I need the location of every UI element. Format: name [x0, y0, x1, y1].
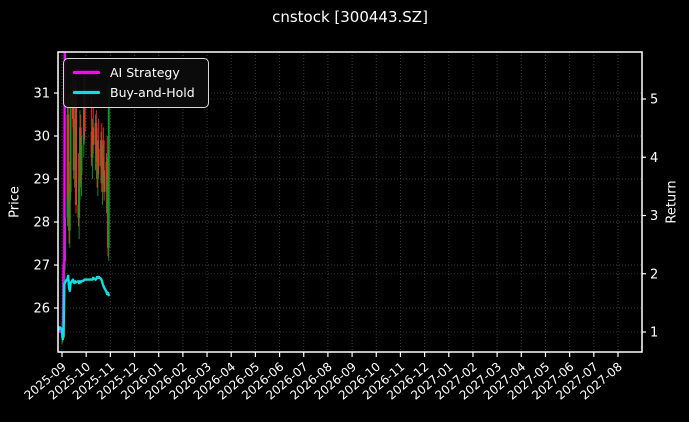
- legend-label: AI Strategy: [110, 65, 180, 80]
- candle-body: [103, 170, 106, 192]
- plot-border: [57, 51, 643, 353]
- candle-body: [92, 127, 95, 145]
- candle-body: [102, 157, 105, 171]
- candle-body: [106, 161, 109, 179]
- candle-body: [75, 97, 77, 205]
- candle-body: [97, 148, 100, 167]
- legend-item-buy-and-hold[interactable]: Buy-and-Hold: [73, 85, 195, 100]
- candles-layer: [61, 71, 110, 345]
- candle-body: [67, 114, 70, 197]
- y-right-tick-label: 2: [650, 267, 658, 282]
- y-left-tick-label: 31: [33, 87, 50, 102]
- legend-label: Buy-and-Hold: [110, 85, 195, 100]
- legend[interactable]: AI Strategy Buy-and-Hold: [63, 58, 209, 108]
- y-left-tick-label: 30: [33, 130, 50, 145]
- y-left-tick-label: 29: [33, 173, 50, 188]
- candle-body: [78, 187, 81, 218]
- candle-body: [80, 144, 83, 175]
- y-right-tick-label: 4: [650, 151, 658, 166]
- y-right-tick-label: 1: [650, 326, 658, 341]
- tick-labels: 262728293031123452025-092025-102025-1120…: [22, 87, 659, 403]
- buy-and-hold-line: [58, 274, 111, 341]
- y-left-tick-label: 27: [33, 259, 50, 274]
- buy-and-hold-line-swatch: [73, 90, 100, 95]
- ai-strategy-line-swatch: [73, 70, 100, 75]
- y-right-tick-label: 5: [650, 93, 658, 108]
- candle-body: [68, 191, 71, 231]
- tick-marks: [54, 92, 646, 357]
- candle-body: [69, 93, 72, 192]
- y-right-tick-label: 3: [650, 209, 658, 224]
- candle-body: [95, 123, 98, 154]
- candle-body: [73, 131, 76, 171]
- grid-layer: [58, 52, 642, 352]
- legend-item-ai-strategy[interactable]: AI Strategy: [73, 65, 195, 80]
- chart-title: cnstock [300443.SZ]: [272, 8, 428, 26]
- y-left-tick-label: 26: [33, 302, 50, 317]
- y-left-tick-label: 28: [33, 216, 50, 231]
- candle-body: [83, 88, 86, 132]
- candle-body: [107, 97, 110, 248]
